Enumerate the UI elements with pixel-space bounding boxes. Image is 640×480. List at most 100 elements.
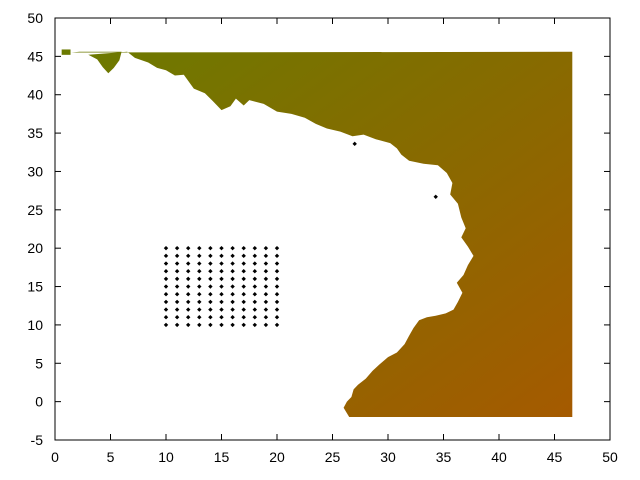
data-point (433, 194, 438, 199)
data-point (263, 284, 269, 289)
data-point (252, 315, 257, 320)
data-point (163, 269, 169, 274)
data-point (163, 261, 169, 266)
data-point (274, 261, 280, 266)
y-tick-label: 5 (35, 355, 43, 371)
data-point (241, 315, 246, 320)
data-point (241, 292, 246, 297)
data-point (174, 322, 180, 328)
data-point (197, 269, 202, 274)
data-point (163, 315, 169, 320)
data-point (208, 284, 213, 289)
data-point (174, 269, 180, 274)
data-point (263, 307, 269, 312)
x-tick-label: 45 (547, 449, 563, 465)
data-point (252, 269, 257, 274)
data-point (186, 315, 191, 320)
data-point (274, 307, 280, 312)
y-tick-label: 45 (27, 48, 43, 64)
y-tick-label: 30 (27, 163, 43, 179)
data-point (208, 261, 213, 266)
x-tick-label: 20 (269, 449, 285, 465)
data-point (174, 307, 180, 312)
y-tick-label: 25 (27, 202, 43, 218)
data-point (186, 292, 191, 297)
data-point (163, 245, 169, 251)
data-point (186, 307, 191, 312)
data-point (219, 292, 224, 297)
x-tick-label: 40 (491, 449, 507, 465)
data-point (263, 299, 269, 305)
data-point (252, 253, 257, 259)
data-point (163, 322, 169, 328)
data-point (197, 253, 202, 259)
data-point (263, 276, 269, 282)
data-point (230, 269, 235, 274)
data-point (230, 276, 235, 282)
data-point (241, 276, 246, 282)
y-tick-label: 50 (27, 10, 43, 26)
data-points-layer (163, 141, 438, 328)
data-point (219, 245, 224, 251)
x-tick-label: 30 (380, 449, 396, 465)
data-point (197, 284, 202, 289)
data-point (274, 253, 280, 259)
y-tick-label: 35 (27, 125, 43, 141)
data-point (241, 269, 246, 274)
data-point (197, 299, 202, 305)
x-tick-label: 35 (436, 449, 452, 465)
data-point (230, 322, 235, 328)
data-point (230, 261, 235, 266)
data-point (186, 269, 191, 274)
data-point (219, 307, 224, 312)
data-point (208, 315, 213, 320)
data-point (219, 276, 224, 282)
data-point (208, 269, 213, 274)
data-point (252, 292, 257, 297)
data-point (174, 253, 180, 259)
data-point (174, 245, 180, 251)
data-point (174, 261, 180, 266)
data-point (252, 307, 257, 312)
data-point (186, 322, 191, 328)
data-point (263, 269, 269, 274)
data-point (252, 322, 257, 328)
data-point (241, 322, 246, 328)
data-point (263, 261, 269, 266)
data-point (274, 269, 280, 274)
x-tick-label: 0 (51, 449, 59, 465)
x-tick-label: 50 (602, 449, 618, 465)
data-point (174, 292, 180, 297)
data-point (230, 245, 235, 251)
data-point (263, 315, 269, 320)
data-point (219, 315, 224, 320)
data-point (186, 253, 191, 259)
data-point (219, 284, 224, 289)
data-point (163, 284, 169, 289)
data-point (174, 276, 180, 282)
data-point (186, 276, 191, 282)
data-point (230, 292, 235, 297)
data-point (230, 315, 235, 320)
data-point (197, 261, 202, 266)
data-point (197, 307, 202, 312)
data-point (252, 276, 257, 282)
data-point (163, 253, 169, 259)
data-point (230, 299, 235, 305)
data-point (219, 269, 224, 274)
data-point (163, 299, 169, 305)
data-point (274, 322, 280, 328)
data-point (197, 322, 202, 328)
data-point (197, 276, 202, 282)
y-tick-label: 40 (27, 87, 43, 103)
data-point (252, 299, 257, 305)
data-point (197, 292, 202, 297)
data-point (274, 276, 280, 282)
data-point (163, 292, 169, 297)
y-tick-label: 10 (27, 317, 43, 333)
data-point (241, 253, 246, 259)
data-point (174, 284, 180, 289)
data-point (208, 276, 213, 282)
data-point (274, 284, 280, 289)
data-point (208, 299, 213, 305)
